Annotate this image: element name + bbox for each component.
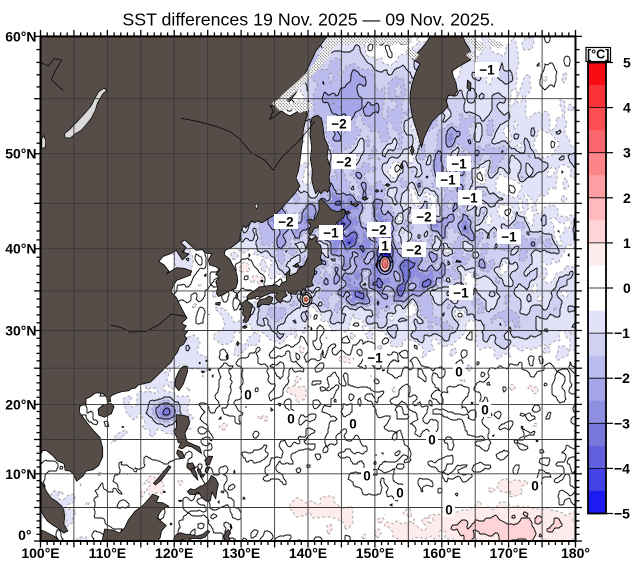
- svg-text:50°N: 50°N: [5, 146, 36, 162]
- svg-text:0: 0: [455, 365, 463, 380]
- svg-text:[°C]: [°C]: [587, 48, 609, 62]
- svg-text:30°N: 30°N: [5, 323, 36, 339]
- svg-text:−1: −1: [323, 226, 339, 241]
- svg-text:110°E: 110°E: [89, 545, 127, 561]
- svg-text:−2: −2: [614, 370, 630, 386]
- svg-text:3: 3: [623, 145, 631, 161]
- svg-text:5: 5: [623, 55, 631, 71]
- svg-text:100°E: 100°E: [21, 545, 59, 561]
- svg-text:−1: −1: [614, 325, 630, 341]
- svg-text:60°N: 60°N: [5, 28, 36, 44]
- svg-text:170°E: 170°E: [489, 545, 527, 561]
- svg-text:0°: 0°: [18, 527, 31, 543]
- svg-text:4: 4: [623, 100, 631, 116]
- svg-text:0: 0: [244, 388, 252, 403]
- svg-text:160°E: 160°E: [423, 545, 461, 561]
- svg-text:−2: −2: [278, 215, 293, 230]
- svg-text:0: 0: [531, 479, 539, 494]
- svg-text:−1: −1: [479, 63, 495, 78]
- svg-text:−2: −2: [406, 243, 421, 258]
- svg-text:1: 1: [623, 235, 631, 251]
- svg-text:10°N: 10°N: [5, 466, 36, 482]
- svg-text:−1: −1: [462, 191, 478, 206]
- svg-text:−2: −2: [336, 155, 351, 170]
- svg-text:−4: −4: [614, 460, 630, 476]
- svg-text:−2: −2: [331, 117, 346, 132]
- svg-text:0: 0: [287, 412, 295, 427]
- svg-text:−1: −1: [367, 351, 383, 366]
- svg-text:180°: 180°: [561, 545, 590, 561]
- svg-text:0: 0: [623, 280, 631, 296]
- svg-text:120°E: 120°E: [155, 545, 193, 561]
- svg-text:SST differences 19 Nov. 2025 —: SST differences 19 Nov. 2025 — 09 Nov. 2…: [122, 10, 494, 30]
- svg-text:0: 0: [445, 503, 453, 518]
- svg-text:1: 1: [381, 239, 389, 254]
- svg-text:130°E: 130°E: [222, 545, 260, 561]
- svg-text:40°N: 40°N: [5, 241, 36, 257]
- svg-text:−2: −2: [416, 210, 431, 225]
- svg-text:150°E: 150°E: [356, 545, 394, 561]
- svg-text:0: 0: [349, 417, 357, 432]
- svg-text:20°N: 20°N: [5, 396, 36, 412]
- svg-text:−5: −5: [614, 506, 630, 522]
- svg-text:2: 2: [623, 190, 631, 206]
- svg-text:−1: −1: [440, 173, 456, 188]
- svg-text:0: 0: [481, 403, 489, 418]
- svg-text:−3: −3: [614, 415, 630, 431]
- svg-text:−1: −1: [451, 157, 467, 172]
- svg-text:−2: −2: [371, 223, 386, 238]
- svg-text:−1: −1: [453, 286, 469, 301]
- svg-text:140°E: 140°E: [289, 545, 327, 561]
- svg-text:0: 0: [428, 433, 436, 448]
- svg-text:0: 0: [396, 486, 404, 501]
- svg-text:−1: −1: [501, 230, 517, 245]
- svg-text:0: 0: [363, 469, 371, 484]
